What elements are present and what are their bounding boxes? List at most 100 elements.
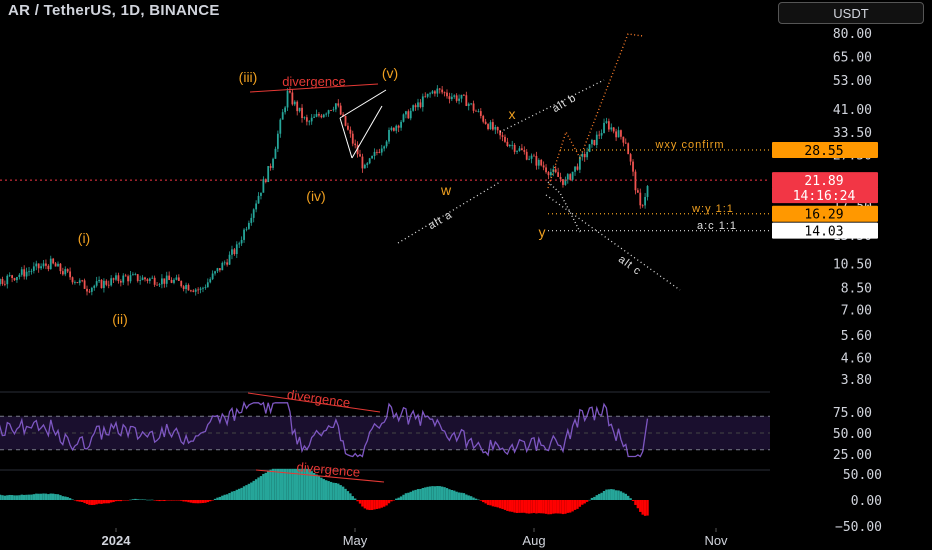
candle-body bbox=[400, 121, 402, 128]
candle-body bbox=[69, 271, 71, 278]
macd-bar bbox=[605, 489, 608, 500]
candle-body bbox=[182, 286, 185, 290]
macd-bar bbox=[218, 496, 222, 500]
candle-body bbox=[392, 127, 395, 131]
macd-bar bbox=[211, 500, 214, 501]
currency-button[interactable]: USDT bbox=[778, 2, 924, 24]
macd-bar bbox=[47, 494, 50, 500]
candle-body bbox=[405, 111, 407, 115]
macd-bar bbox=[286, 468, 289, 500]
macd-bar bbox=[80, 500, 84, 502]
candle-body bbox=[383, 146, 386, 149]
macd-bar bbox=[395, 498, 398, 500]
macd-bar bbox=[274, 468, 277, 500]
candle-body bbox=[129, 275, 132, 282]
macd-bar bbox=[527, 500, 531, 514]
candle-body bbox=[569, 174, 572, 180]
macd-bar bbox=[612, 489, 615, 500]
macd-bar bbox=[308, 469, 311, 500]
macd-bar bbox=[264, 472, 267, 500]
candle-body bbox=[578, 156, 581, 170]
candlestick-series bbox=[0, 85, 649, 296]
macd-bar bbox=[93, 500, 96, 505]
macd-bar bbox=[235, 489, 238, 500]
candle-body bbox=[641, 205, 644, 207]
candle-body bbox=[644, 196, 647, 206]
macd-bar bbox=[469, 496, 473, 500]
candle-body bbox=[260, 192, 262, 196]
wedge-line bbox=[339, 89, 387, 119]
candle-body bbox=[279, 119, 282, 134]
macd-bar bbox=[25, 494, 28, 500]
candle-body bbox=[296, 101, 299, 112]
candle-body bbox=[74, 282, 76, 283]
macd-bar bbox=[578, 500, 582, 507]
macd-bar bbox=[10, 495, 14, 500]
macd-bar bbox=[165, 500, 168, 501]
macd-bar bbox=[136, 499, 139, 500]
macd-bar bbox=[332, 482, 335, 500]
candle-body bbox=[349, 129, 352, 134]
macd-bar bbox=[421, 487, 425, 500]
macd-bar bbox=[462, 493, 466, 500]
candle-body bbox=[327, 110, 330, 114]
candle-body bbox=[380, 148, 383, 153]
divergence-line-price bbox=[249, 83, 379, 93]
wave-label: (iii) bbox=[239, 69, 258, 85]
macd-bar bbox=[428, 486, 432, 500]
macd-bar bbox=[537, 500, 540, 514]
macd-bar bbox=[349, 493, 352, 500]
price-tag-label: 14:16:24 bbox=[793, 189, 856, 204]
macd-bar bbox=[182, 500, 185, 502]
macd-bar bbox=[334, 482, 338, 500]
macd-bar bbox=[247, 483, 251, 500]
macd-bar bbox=[426, 486, 429, 500]
candle-body bbox=[624, 142, 627, 144]
macd-bar bbox=[39, 493, 43, 500]
macd-bar bbox=[392, 500, 396, 501]
macd-bar bbox=[0, 494, 2, 500]
candle-body bbox=[204, 287, 207, 289]
candle-body bbox=[103, 280, 105, 289]
macd-bar bbox=[245, 485, 248, 500]
projection-path bbox=[547, 33, 644, 189]
macd-bar bbox=[643, 500, 647, 516]
candle-body bbox=[59, 263, 62, 272]
macd-bar bbox=[530, 500, 533, 514]
candle-body bbox=[170, 280, 173, 283]
macd-bar bbox=[18, 495, 21, 500]
candle-body bbox=[107, 284, 110, 286]
candle-body bbox=[119, 280, 122, 283]
wave-label: (v) bbox=[382, 65, 398, 81]
candle-body bbox=[86, 288, 88, 292]
candle-body bbox=[574, 166, 576, 172]
candle-body bbox=[402, 114, 405, 122]
macd-bar bbox=[44, 493, 48, 500]
candle-body bbox=[134, 274, 137, 276]
candle-body bbox=[250, 217, 253, 223]
candle-body bbox=[81, 280, 84, 282]
candle-body bbox=[223, 262, 226, 264]
macd-bar bbox=[250, 482, 253, 500]
candle-body bbox=[71, 277, 74, 283]
macd-bar bbox=[564, 500, 567, 514]
divergence-label-rsi: divergence bbox=[286, 387, 351, 411]
candle-body bbox=[245, 228, 248, 230]
macd-bar bbox=[146, 499, 149, 501]
macd-bar bbox=[387, 500, 391, 504]
candle-body bbox=[315, 114, 318, 117]
candle-body bbox=[557, 172, 560, 177]
macd-bar bbox=[327, 481, 330, 500]
divergence-label-price: divergence bbox=[282, 74, 346, 89]
macd-bar bbox=[30, 494, 33, 500]
candle-body bbox=[139, 280, 142, 281]
macd-bar bbox=[489, 500, 492, 506]
macd-bar bbox=[228, 493, 231, 500]
macd-bar bbox=[385, 500, 388, 506]
candle-body bbox=[153, 277, 156, 285]
macd-bar bbox=[66, 497, 69, 500]
macd-bar bbox=[356, 500, 359, 502]
macd-bar bbox=[209, 500, 212, 502]
alt-b-line bbox=[499, 79, 605, 133]
